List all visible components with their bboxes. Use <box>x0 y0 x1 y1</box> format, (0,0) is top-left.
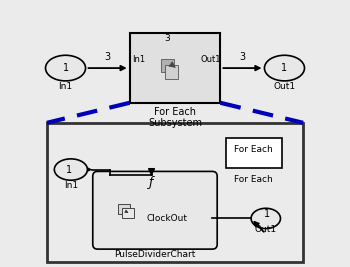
Text: In1: In1 <box>132 55 146 64</box>
Ellipse shape <box>251 208 280 229</box>
Text: Out1: Out1 <box>255 225 277 234</box>
Text: In1: In1 <box>58 82 72 91</box>
Text: For Each: For Each <box>234 175 273 184</box>
Text: ƒ: ƒ <box>149 176 154 189</box>
Text: Out1: Out1 <box>273 82 295 91</box>
Text: 1: 1 <box>264 209 270 219</box>
Text: PulseDividerChart: PulseDividerChart <box>114 250 196 259</box>
Bar <box>130 33 220 103</box>
Ellipse shape <box>265 55 304 81</box>
Text: Out1: Out1 <box>201 55 221 64</box>
Text: 1: 1 <box>281 63 288 73</box>
Text: ClockOut: ClockOut <box>147 214 188 223</box>
Text: In1: In1 <box>64 180 78 190</box>
Ellipse shape <box>46 55 85 81</box>
Text: 3: 3 <box>164 34 170 43</box>
Text: For Each
Subsystem: For Each Subsystem <box>148 107 202 128</box>
Text: 3: 3 <box>239 52 245 62</box>
FancyBboxPatch shape <box>93 171 217 249</box>
Text: 1: 1 <box>66 164 72 175</box>
Text: 1: 1 <box>62 63 69 73</box>
Text: 3: 3 <box>105 52 111 62</box>
Text: For Each: For Each <box>234 145 273 154</box>
Bar <box>226 138 282 168</box>
Bar <box>165 65 178 79</box>
Bar <box>47 123 303 262</box>
Bar <box>118 204 130 214</box>
Ellipse shape <box>54 159 88 180</box>
Bar <box>121 208 134 218</box>
Bar <box>161 59 174 72</box>
